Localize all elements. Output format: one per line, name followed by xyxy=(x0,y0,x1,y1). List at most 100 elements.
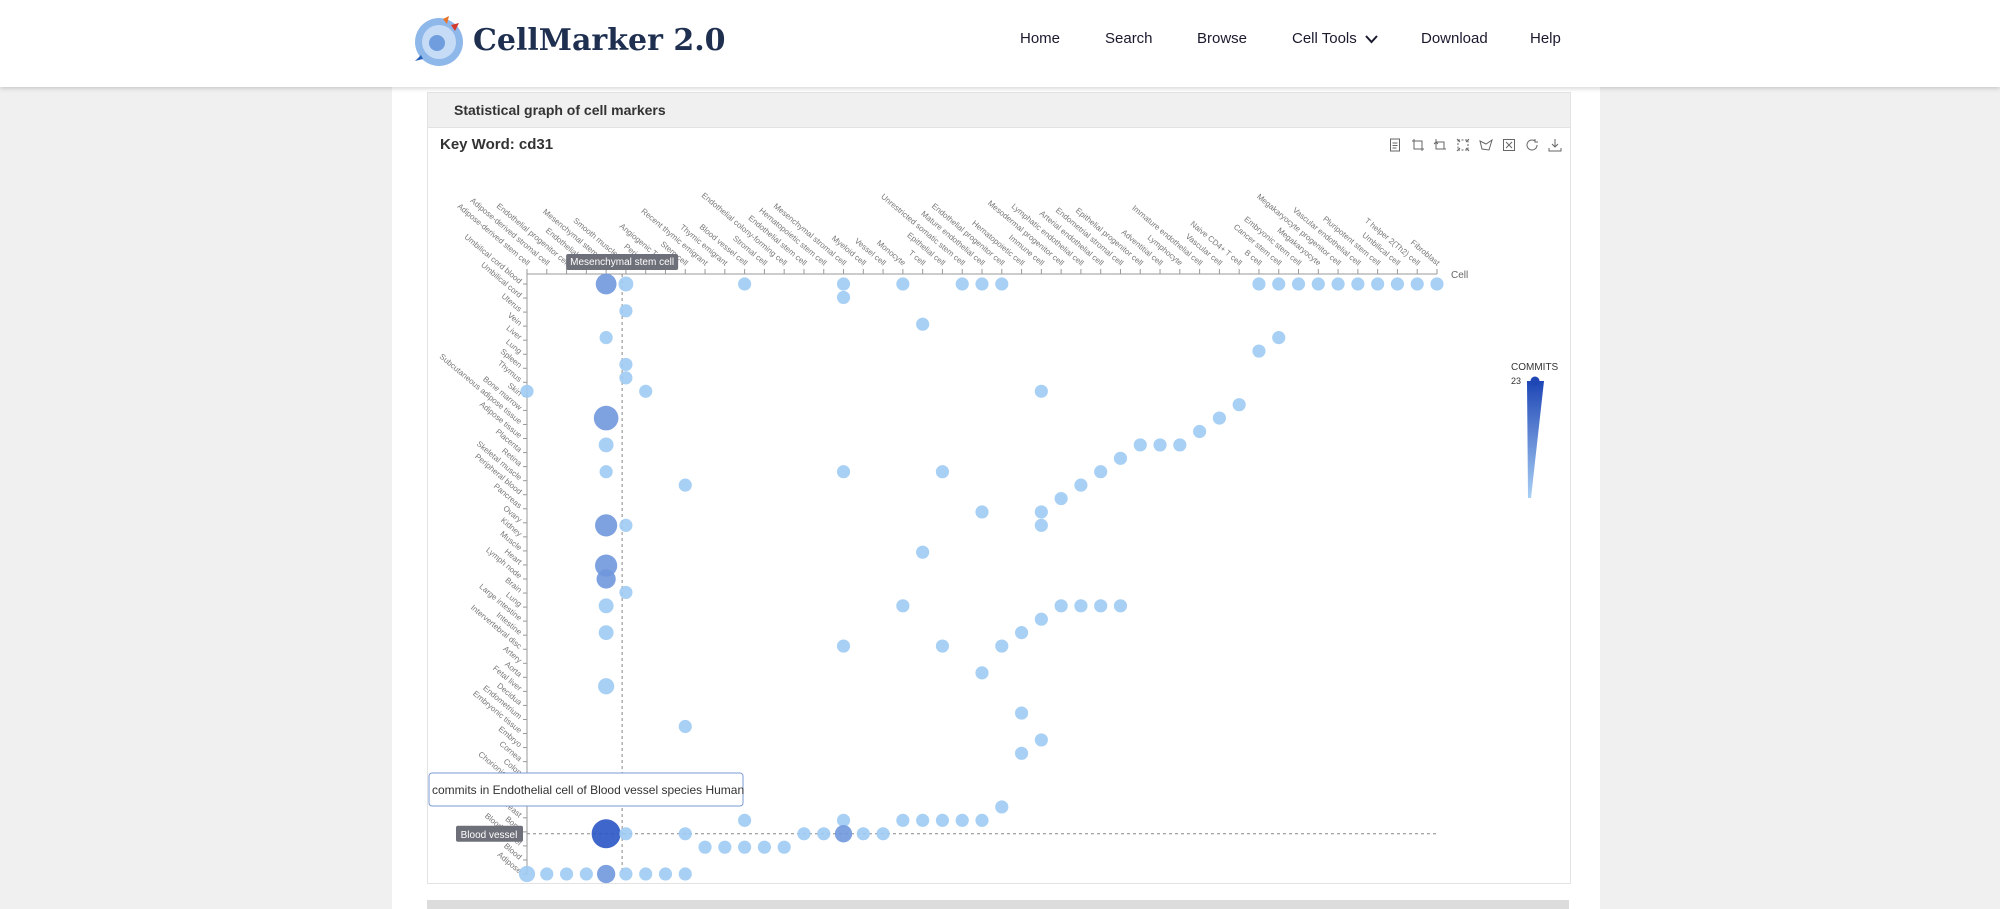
scatter-point xyxy=(1252,277,1266,291)
restore-icon[interactable] xyxy=(1525,138,1539,152)
scatter-point xyxy=(1410,277,1424,291)
scatter-point xyxy=(836,290,851,304)
next-section-bar xyxy=(427,900,1569,909)
save-image-icon[interactable] xyxy=(1548,138,1562,152)
nav-cell-tools-label: Cell Tools xyxy=(1292,30,1357,47)
scatter-point xyxy=(1272,331,1286,345)
scatter-point xyxy=(1014,746,1029,760)
tooltip-text: commits in Endothelial cell of Blood ves… xyxy=(432,783,744,797)
scatter-point xyxy=(598,678,615,695)
scatter-point xyxy=(1054,599,1068,613)
scatter-point xyxy=(559,867,574,881)
scatter-point xyxy=(678,719,692,734)
nav-cell-tools[interactable]: Cell Tools xyxy=(1292,30,1378,48)
scatter-point xyxy=(591,819,621,849)
tooltip-box xyxy=(428,772,744,807)
x-tick-label: Adipose-derived stromal cell xyxy=(469,196,552,268)
lasso-select-icon[interactable] xyxy=(1479,138,1493,152)
scatter-point xyxy=(777,840,791,854)
scatter-point xyxy=(975,666,989,680)
panel-title: Statistical graph of cell markers xyxy=(454,102,666,118)
scatter-point xyxy=(1351,277,1365,291)
scatter-point xyxy=(593,405,619,431)
scatter-point xyxy=(698,840,712,854)
scatter-point xyxy=(935,639,950,653)
clear-select-icon[interactable] xyxy=(1502,138,1516,152)
scatter-point xyxy=(876,827,890,841)
scatter-point xyxy=(595,514,618,537)
brand-name: CellMarker 2.0 xyxy=(473,23,726,58)
scatter-point xyxy=(540,867,554,881)
scatter-point xyxy=(619,357,633,372)
scatter-point xyxy=(595,273,617,295)
scatter-point xyxy=(738,840,752,854)
scatter-point xyxy=(1014,626,1029,640)
zoom-reset-icon[interactable] xyxy=(1433,138,1447,152)
scatter-point xyxy=(619,304,633,318)
nav-home[interactable]: Home xyxy=(1020,30,1061,47)
scatter-point xyxy=(1014,706,1029,720)
scatter-point xyxy=(1054,491,1068,506)
scatter-point xyxy=(598,598,614,614)
scatter-point xyxy=(1371,277,1385,291)
scatter-point xyxy=(995,800,1009,814)
scatter-point xyxy=(836,277,851,291)
visual-map-max: 23 xyxy=(1511,376,1521,386)
chevron-down-icon xyxy=(1365,31,1378,48)
pointer-label-bg xyxy=(456,825,523,842)
rect-select-icon[interactable] xyxy=(1456,138,1470,152)
visual-map-handle xyxy=(1530,376,1540,386)
scatter-point xyxy=(1390,277,1405,291)
scatter-point xyxy=(1153,438,1167,452)
nav-download[interactable]: Download xyxy=(1421,30,1488,47)
scatter-point xyxy=(1034,384,1048,398)
scatter-point xyxy=(596,864,616,884)
scatter-point xyxy=(1291,277,1306,291)
cellmarker-logo[interactable] xyxy=(413,15,465,67)
scatter-point xyxy=(718,840,732,854)
scatter-point xyxy=(678,827,692,841)
scatter-point xyxy=(995,639,1009,653)
scatter-point xyxy=(955,277,969,291)
scatter-point xyxy=(836,639,851,653)
scatter-point xyxy=(518,865,536,883)
scatter-point xyxy=(817,827,831,841)
scatter-point xyxy=(1113,451,1128,465)
scatter-point xyxy=(896,813,910,827)
scatter-point xyxy=(896,277,910,291)
scatter-point xyxy=(678,478,692,492)
scatter-point xyxy=(1094,465,1108,479)
scatter-point xyxy=(738,277,752,291)
scatter-point xyxy=(975,813,989,827)
scatter-point xyxy=(618,276,634,292)
scatter-point xyxy=(1034,505,1048,519)
scatter-point xyxy=(1133,438,1147,452)
data-view-icon[interactable] xyxy=(1388,138,1402,152)
zoom-icon[interactable] xyxy=(1411,138,1425,152)
y-axis-pointer-label: Blood vessel xyxy=(456,825,523,842)
scatter-point xyxy=(995,277,1009,291)
chart-tooltip: commits in Endothelial cell of Blood ves… xyxy=(428,772,744,807)
pointer-label-text: Blood vessel xyxy=(461,830,518,841)
scatter-point xyxy=(757,840,771,854)
scatter-point xyxy=(856,827,870,841)
scatter-point xyxy=(598,625,614,641)
scatter-point xyxy=(1232,398,1246,412)
scatter-point xyxy=(639,867,653,881)
nav-browse[interactable]: Browse xyxy=(1197,30,1248,47)
scatter-point xyxy=(1173,438,1187,452)
scatter-point xyxy=(579,867,593,881)
nav-help[interactable]: Help xyxy=(1530,30,1561,47)
scatter-point xyxy=(596,569,616,589)
scatter-point xyxy=(598,437,614,453)
visual-map-bar xyxy=(1527,381,1544,498)
panel-header: Statistical graph of cell markers xyxy=(428,93,1570,128)
scatter-point xyxy=(1311,277,1325,291)
pointer-label-text: Mesenchymal stem cell xyxy=(570,257,674,268)
scatter-point xyxy=(619,867,633,881)
scatter-point xyxy=(639,384,653,398)
x-axis-name: Cell xyxy=(1451,270,1468,281)
scatter-point xyxy=(916,317,930,331)
nav-search[interactable]: Search xyxy=(1105,30,1153,47)
